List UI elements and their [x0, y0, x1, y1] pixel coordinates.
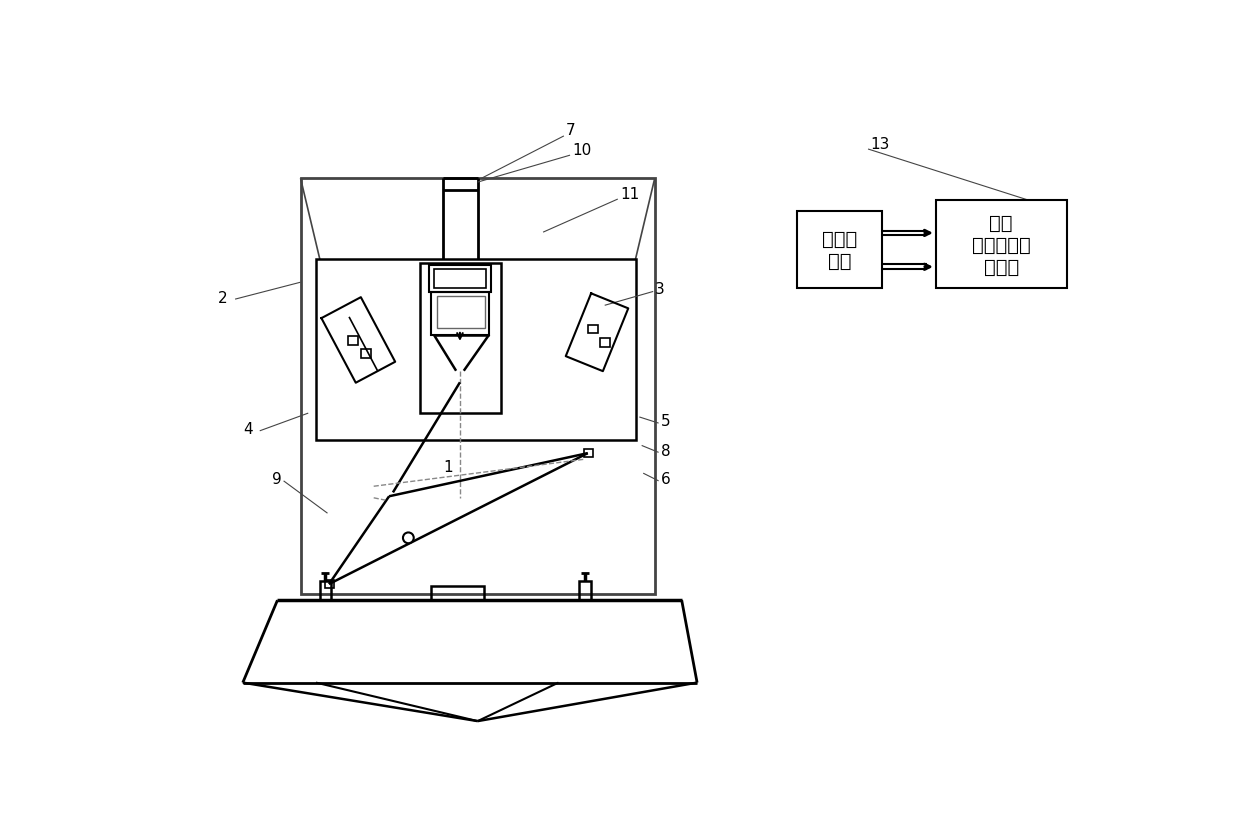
Bar	[936, 201, 1066, 289]
Text: 2: 2	[218, 291, 228, 305]
Bar	[429, 266, 491, 293]
Bar	[797, 212, 882, 289]
Text: 4: 4	[243, 422, 253, 437]
Text: 信号
采集处理通
信单元: 信号 采集处理通 信单元	[972, 213, 1030, 276]
Text: 10: 10	[573, 143, 591, 158]
Circle shape	[403, 533, 414, 544]
Bar	[436, 296, 485, 329]
Text: 7: 7	[567, 123, 575, 138]
Text: 干簧管
信号: 干簧管 信号	[822, 230, 857, 271]
Text: 3: 3	[655, 282, 665, 296]
Text: 5: 5	[661, 414, 671, 429]
Text: 11: 11	[620, 187, 640, 202]
Text: 9: 9	[272, 472, 281, 486]
Bar	[579, 581, 590, 600]
Text: 6: 6	[661, 472, 671, 486]
Bar	[434, 269, 486, 289]
Bar	[348, 337, 358, 345]
Bar	[420, 264, 501, 414]
Bar	[316, 260, 635, 441]
Bar	[432, 293, 490, 335]
Text: 1: 1	[443, 460, 453, 475]
Bar	[361, 350, 371, 358]
Text: 13: 13	[870, 137, 890, 152]
Bar	[600, 339, 610, 347]
Bar	[588, 325, 598, 333]
Bar	[584, 450, 593, 458]
Text: 8: 8	[661, 443, 671, 458]
Bar	[432, 586, 484, 600]
Bar	[320, 581, 331, 600]
Bar	[325, 581, 335, 588]
Bar	[300, 179, 655, 595]
